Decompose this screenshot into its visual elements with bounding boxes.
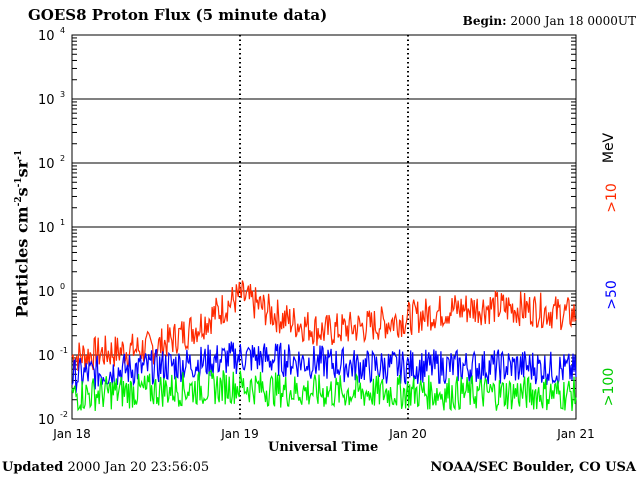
series-line [71, 369, 577, 412]
y-tick-exponent: 2 [60, 154, 65, 163]
y-tick-exponent: 1 [60, 218, 65, 227]
y-tick-exponent: -1 [60, 346, 68, 355]
x-tick-label: Jan 18 [52, 427, 91, 441]
y-tick-exponent: 0 [60, 282, 65, 291]
y-tick-label: 10 [38, 29, 55, 44]
side-label-g50: >50 [603, 280, 620, 310]
begin-label: Begin: [462, 14, 507, 28]
updated-label: Updated [2, 460, 64, 475]
y-tick-label: 10 [38, 157, 55, 172]
series-line [71, 280, 577, 371]
begin-value: 2000 Jan 18 0000UT [510, 14, 636, 28]
source-credit: NOAA/SEC Boulder, CO USA [430, 460, 636, 475]
series-line [71, 341, 577, 394]
side-label-g10: >10 [603, 183, 620, 213]
x-tick-label: Jan 19 [220, 427, 259, 441]
updated-value: 2000 Jan 20 23:56:05 [67, 460, 210, 475]
side-label-g100: >100 [601, 367, 618, 407]
y-tick-label: 10 [38, 413, 55, 428]
x-tick-label: Jan 20 [388, 427, 427, 441]
y-tick-label: 10 [38, 221, 55, 236]
side-label-mev: MeV [601, 132, 618, 164]
y-tick-label: 10 [38, 285, 55, 300]
y-tick-exponent: 4 [60, 26, 65, 35]
y-tick-exponent: 3 [60, 90, 65, 99]
y-tick-label: 10 [38, 349, 55, 364]
chart-title: GOES8 Proton Flux (5 minute data) [28, 6, 328, 24]
y-tick-exponent: -2 [60, 410, 68, 419]
begin-time: Begin: 2000 Jan 18 0000UT [463, 14, 636, 28]
y-tick-label: 10 [38, 93, 55, 108]
x-axis-label: Universal Time [268, 440, 379, 455]
updated-time: Updated 2000 Jan 20 23:56:05 [2, 460, 209, 475]
x-tick-label: Jan 21 [556, 427, 595, 441]
